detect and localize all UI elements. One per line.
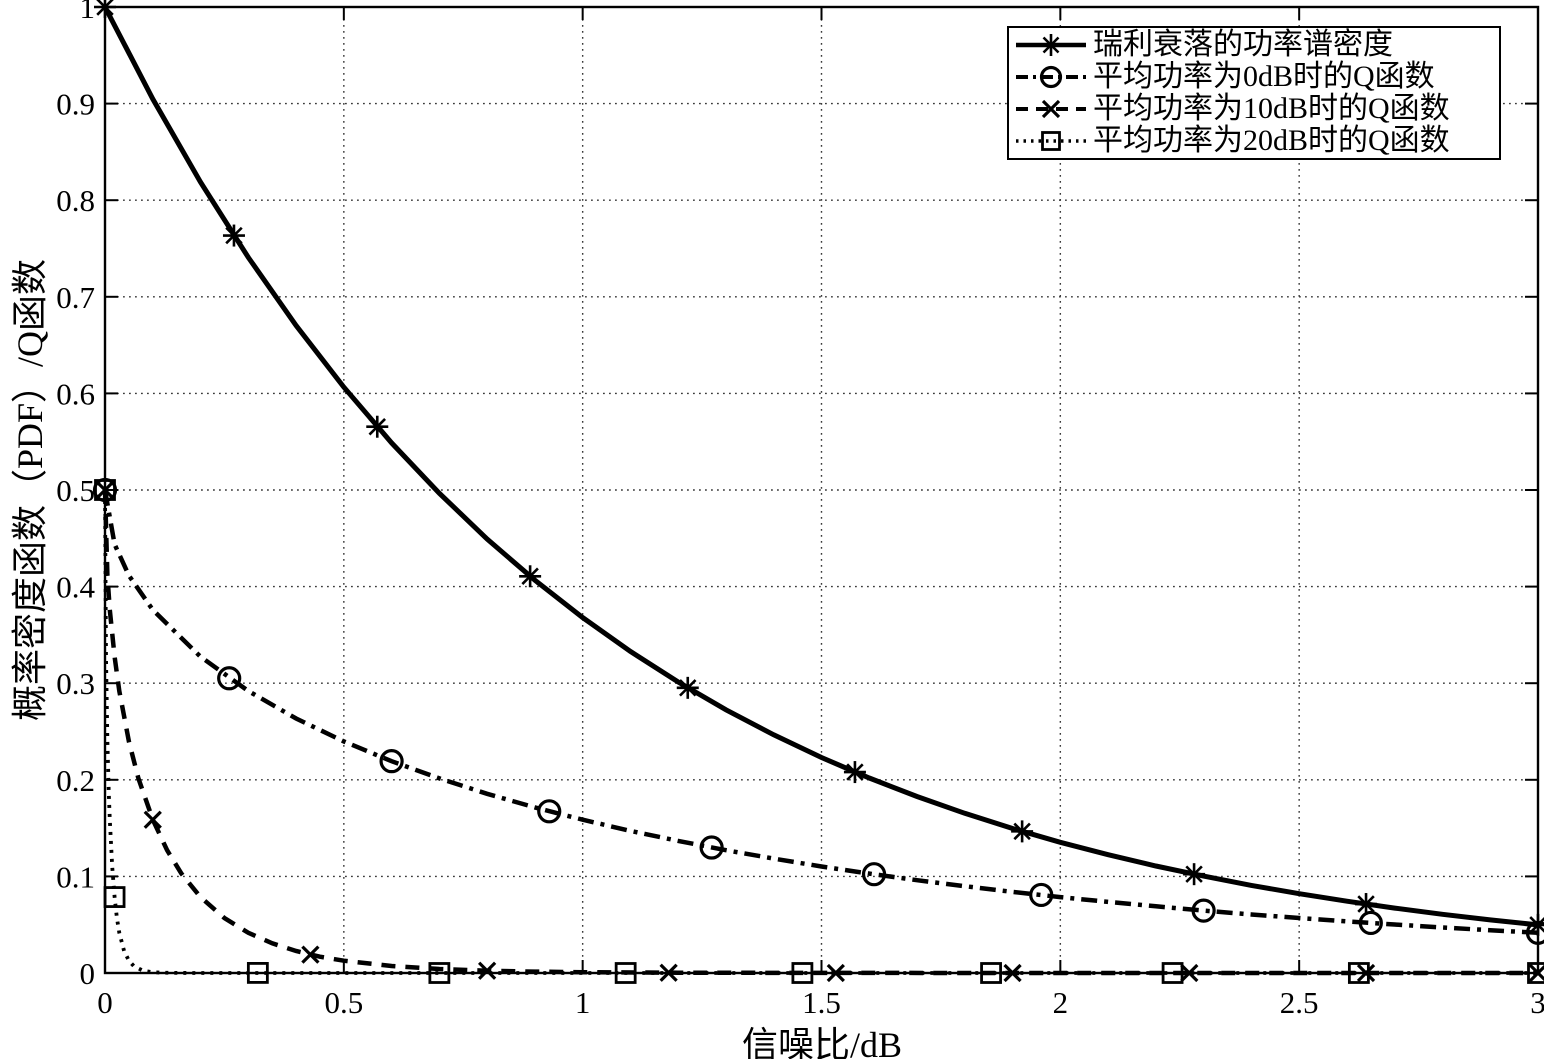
- legend-item-rayleigh-psd: 瑞利衰落的功率谱密度: [1013, 29, 1495, 61]
- y-tick-label: 0.6: [56, 376, 95, 411]
- x-tick-label: 2.5: [1280, 985, 1319, 1020]
- circle-marker: [861, 862, 887, 887]
- square-marker: [428, 962, 451, 984]
- circle-marker: [1029, 882, 1054, 908]
- circle-marker: [1191, 898, 1216, 923]
- series-line-1: [102, 489, 1539, 936]
- x-tick-label: 0: [97, 985, 113, 1020]
- legend-sample-dotted-square: [1016, 131, 1086, 151]
- circle-marker: [1358, 910, 1383, 936]
- square-marker: [94, 479, 116, 501]
- asterisk-marker: [1355, 893, 1378, 916]
- y-tick-label: 0.3: [56, 666, 95, 701]
- square-marker: [614, 962, 637, 984]
- y-tick-label: 0.5: [56, 473, 95, 508]
- legend-label: 瑞利衰落的功率谱密度: [1093, 28, 1393, 61]
- y-tick-label: 0.1: [56, 859, 95, 894]
- x-tick-label: 2: [1053, 985, 1069, 1020]
- series-line-2: [102, 489, 1538, 976]
- x-axis-title: 信噪比/dB: [741, 1025, 903, 1059]
- square-marker: [246, 962, 269, 984]
- y-tick-label: 0.7: [56, 280, 95, 315]
- legend-sample-dashed-x: [1016, 99, 1086, 119]
- x-tick-label: 0.5: [324, 985, 363, 1020]
- asterisk-marker: [366, 415, 389, 438]
- asterisk-marker: [222, 224, 245, 247]
- legend-label: 平均功率为10dB时的Q函数: [1093, 92, 1450, 125]
- x-marker: [478, 961, 497, 980]
- legend-item-q-0db: 平均功率为0dB时的Q函数: [1013, 61, 1495, 93]
- legend-item-q-20db: 平均功率为20dB时的Q函数: [1013, 125, 1495, 157]
- y-tick-label: 0.8: [56, 183, 95, 218]
- asterisk-marker: [676, 676, 699, 699]
- x-tick-label: 1.5: [802, 985, 841, 1020]
- y-tick-label: 0.4: [56, 570, 95, 605]
- legend-sample-dashdot-circle: [1016, 65, 1086, 89]
- square-marker: [980, 962, 1002, 984]
- asterisk-marker: [519, 565, 542, 588]
- square-marker: [103, 886, 126, 908]
- x-tick-label: 3: [1530, 985, 1544, 1020]
- x-marker: [301, 945, 320, 964]
- series-line-0: [102, 5, 1539, 928]
- circle-marker: [537, 799, 562, 824]
- y-tick-label: 0.2: [56, 763, 95, 798]
- asterisk-marker: [1183, 863, 1206, 886]
- x-marker: [1356, 963, 1376, 983]
- y-tick-label: 0.9: [56, 87, 95, 122]
- square-marker: [791, 962, 814, 984]
- series-line-3: [103, 489, 1538, 975]
- x-marker: [1180, 963, 1199, 983]
- y-tick-label: 0: [80, 956, 96, 991]
- y-axis-title: 概率密度函数（PDF）/Q函数: [10, 258, 50, 722]
- circle-marker: [217, 666, 242, 691]
- legend-label: 平均功率为20dB时的Q函数: [1093, 124, 1450, 157]
- y-tick-label: 1: [80, 0, 96, 25]
- x-marker: [659, 963, 678, 982]
- asterisk-marker: [1011, 820, 1034, 843]
- x-marker: [826, 963, 845, 983]
- square-marker: [1527, 962, 1544, 984]
- square-marker: [1347, 962, 1370, 984]
- circle-marker: [699, 835, 724, 860]
- legend-label: 平均功率为0dB时的Q函数: [1093, 60, 1435, 93]
- circle-marker: [1525, 920, 1544, 945]
- legend-sample-solid-asterisk: [1016, 34, 1086, 56]
- asterisk-marker: [94, 0, 116, 18]
- x-tick-label: 1: [575, 985, 591, 1020]
- circle-marker: [379, 749, 404, 774]
- x-marker: [1528, 963, 1544, 983]
- x-marker: [143, 810, 162, 829]
- square-marker: [1161, 962, 1184, 984]
- asterisk-marker: [843, 761, 866, 784]
- legend-item-q-10db: 平均功率为10dB时的Q函数: [1013, 93, 1495, 125]
- legend: 瑞利衰落的功率谱密度 平均功率为0dB时的Q函数 平均功率为10dB时的Q函数: [1007, 26, 1501, 160]
